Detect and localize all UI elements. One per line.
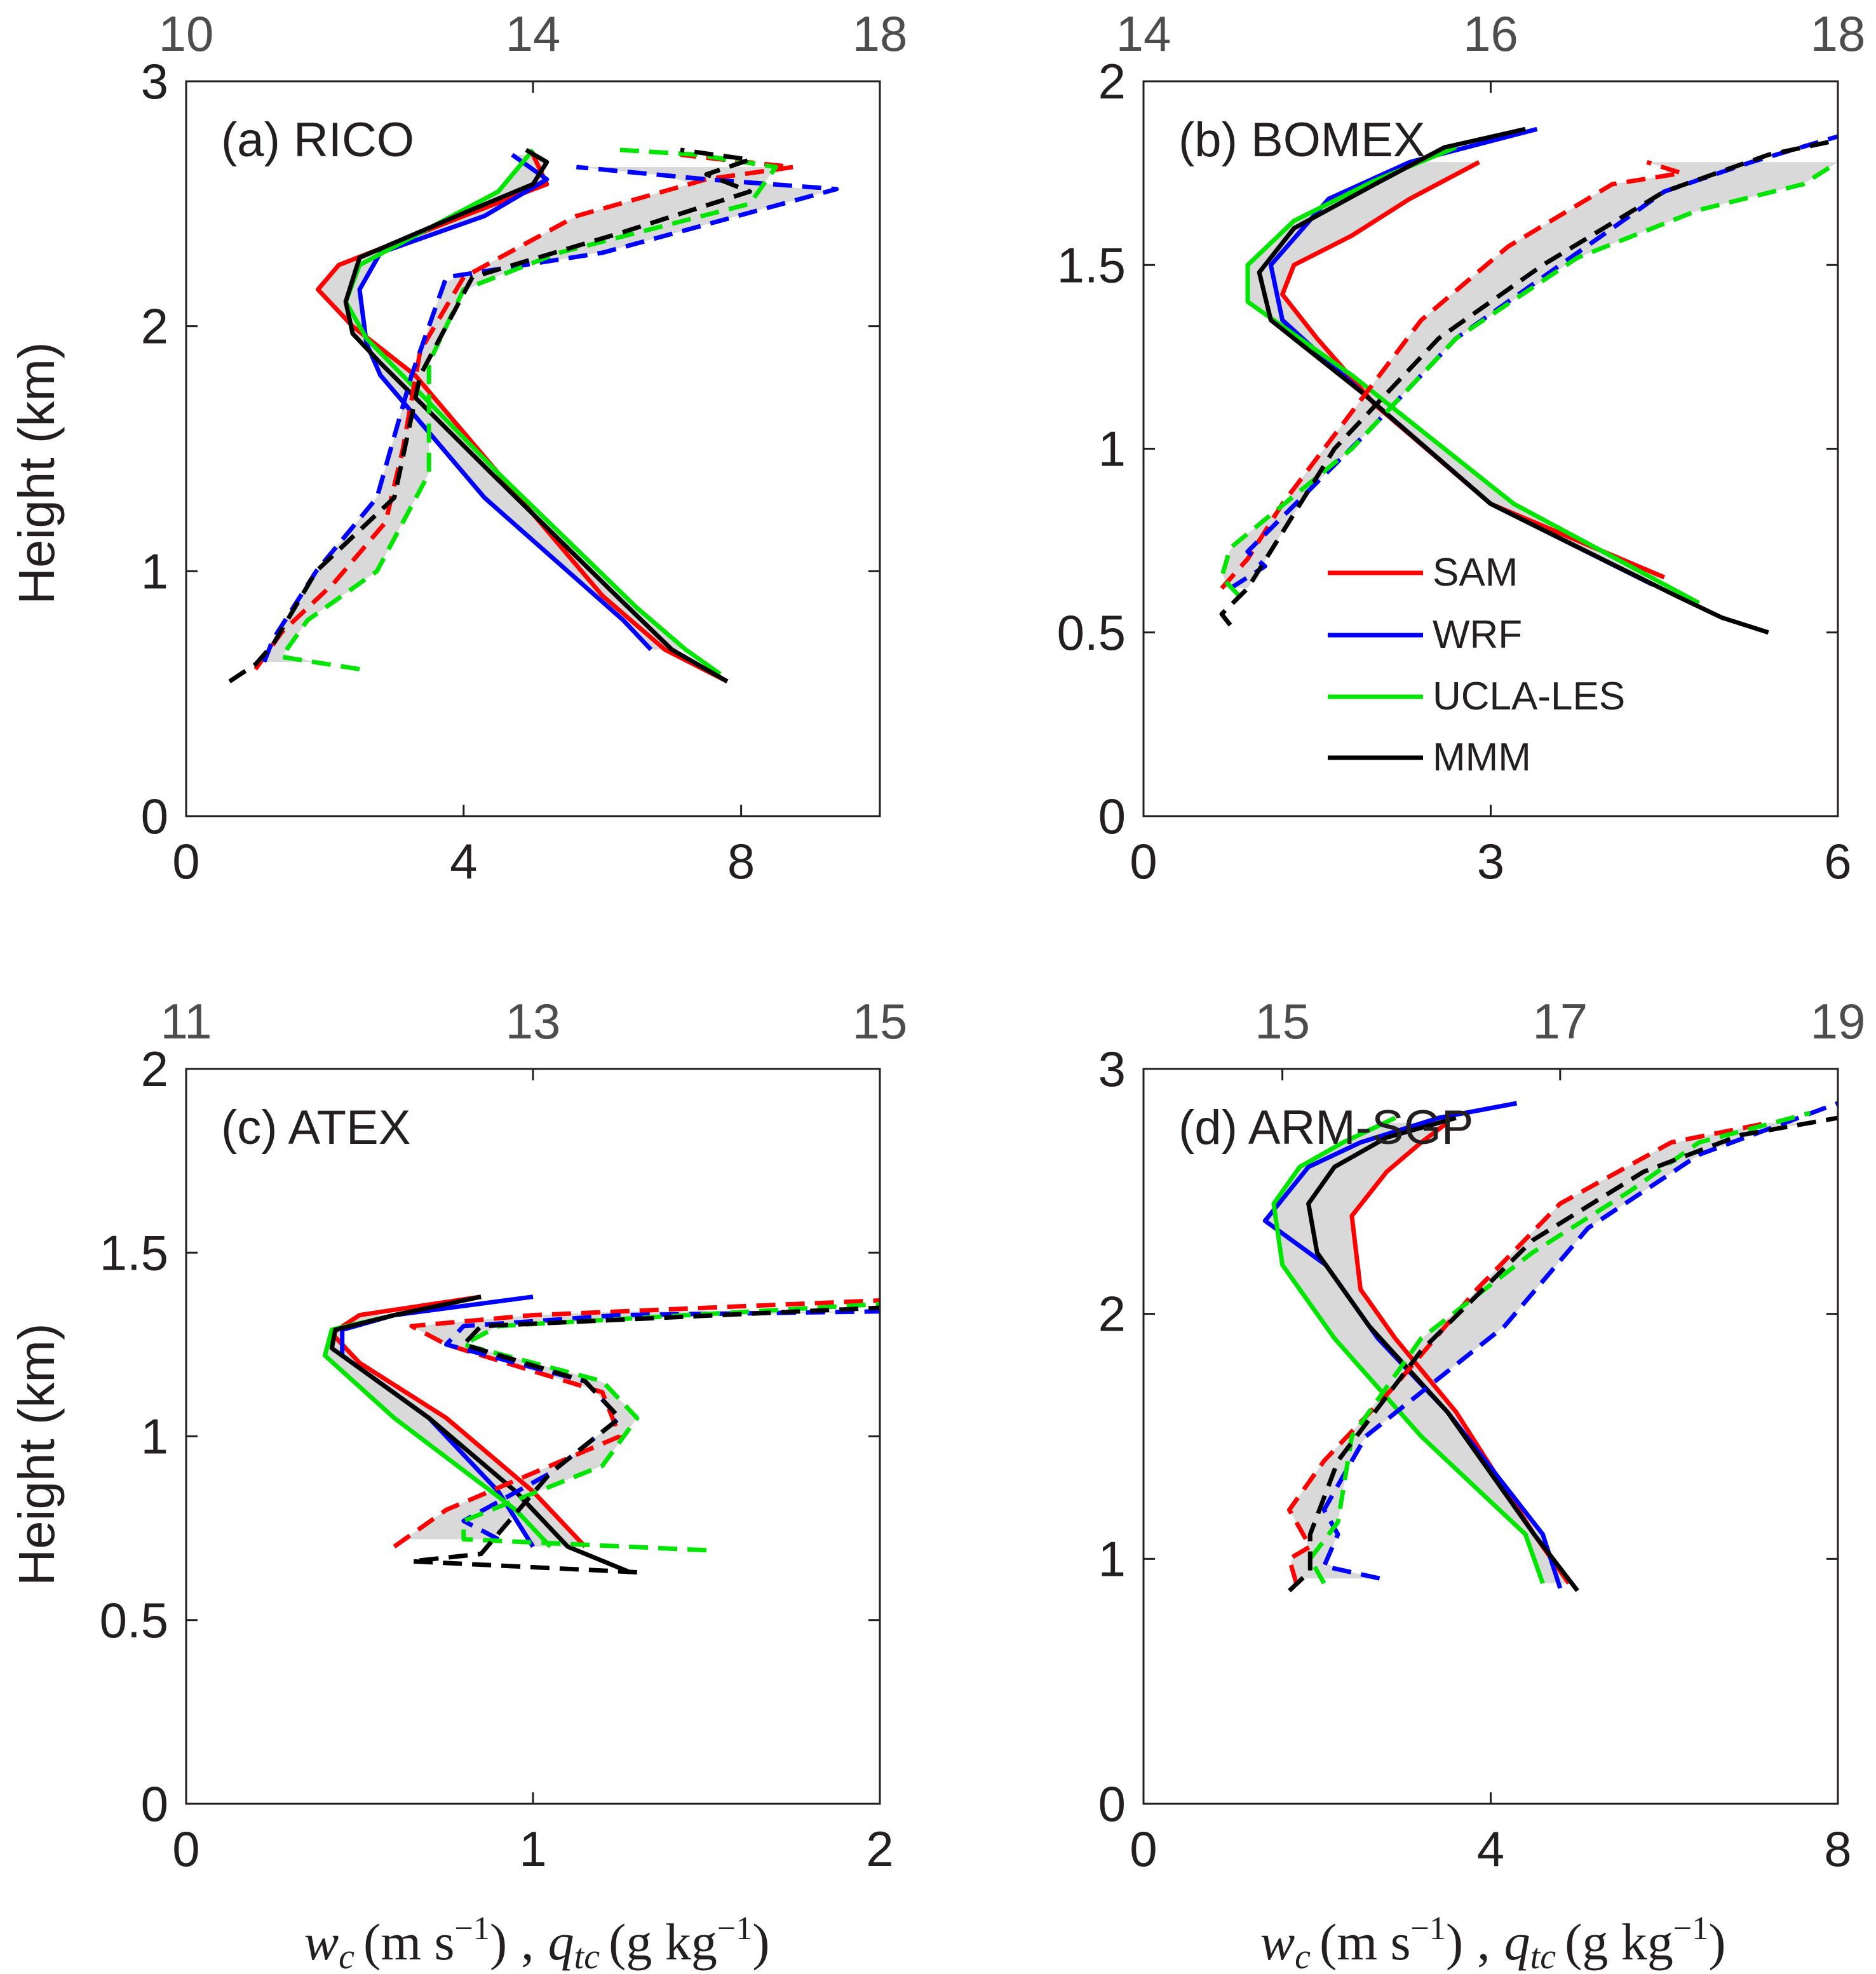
legend-label-wrf: WRF [1433, 613, 1522, 657]
y-tick-label: 0 [141, 1776, 168, 1832]
panel-title: (b) BOMEX [1178, 113, 1426, 167]
y-tick-label: 1 [1098, 1531, 1126, 1587]
x-tick-label-bottom: 0 [1130, 833, 1157, 889]
x-tick-label-bottom: 0 [1130, 1821, 1157, 1877]
y-tick-label: 3 [141, 53, 168, 109]
panel-a-rico: 0 4 8 10 14 18 0 1 2 3 (a) RICO [141, 6, 908, 889]
x-tick-label-bottom: 8 [727, 833, 755, 889]
series-sam-qtc [1287, 1120, 1769, 1584]
x-tick-label-bottom: 4 [450, 833, 477, 889]
panel-title: (a) RICO [221, 113, 414, 167]
y-tick-label: 2 [141, 299, 168, 354]
y-tick-label: 2 [1098, 1286, 1126, 1342]
y-axis-label-bottom: Height (km) [8, 1323, 65, 1585]
x-tick-label-bottom: 3 [1477, 833, 1504, 889]
legend-label-sam: SAM [1433, 551, 1518, 594]
series-wrf-wc [357, 152, 653, 652]
series-ucla-les-qtc [461, 1301, 881, 1553]
plot-frame [1142, 1068, 1839, 1805]
series-sam-qtc [253, 152, 795, 671]
y-tick-label: 1 [141, 543, 168, 599]
spread-bands [257, 154, 827, 662]
y-tick-label: 2 [141, 1041, 168, 1097]
x-tick-label-top: 10 [159, 6, 214, 62]
x-tick-label-bottom: 1 [519, 1821, 546, 1877]
series-sam-qtc [1220, 159, 1684, 590]
series-ucla-les-wc [1245, 145, 1701, 605]
x-tick-label-top: 17 [1532, 993, 1588, 1049]
x-axis-label-left: wc (m s−1), qtc (g kg−1) [304, 1910, 769, 1974]
y-tick-label: 0 [141, 788, 168, 844]
series-wrf-wc [1262, 1101, 1563, 1589]
y-tick-label: 0 [1098, 788, 1126, 844]
x-tick-label-top: 19 [1811, 993, 1866, 1049]
x-tick-label-top: 18 [853, 6, 908, 62]
x-tick-label-top: 14 [1116, 6, 1171, 62]
legend-label-ucla-les: UCLA-LES [1433, 675, 1625, 718]
series-mmm-qtc [409, 1305, 881, 1574]
series-ucla-les-wc [343, 148, 722, 676]
x-tick-label-bottom: 4 [1477, 1821, 1504, 1877]
spread-band-solid [1267, 1122, 1572, 1583]
x-tick-label-bottom: 2 [866, 1821, 893, 1877]
series-mmm-qtc [228, 147, 752, 683]
y-tick-label: 2 [1098, 53, 1126, 109]
series-mmm-wc [1306, 1115, 1579, 1592]
legend-label-mmm: MMM [1433, 735, 1531, 779]
x-tick-label-top: 16 [1463, 6, 1518, 62]
x-tick-label-top: 18 [1811, 6, 1866, 62]
y-tick-label: 1 [1098, 421, 1126, 477]
y-tick-label: 3 [1098, 1041, 1126, 1097]
y-tick-label: 1.5 [100, 1225, 168, 1280]
series-sam-qtc [393, 1298, 881, 1548]
panel-title: (c) ATEX [221, 1101, 410, 1155]
x-tick-label-bottom: 6 [1824, 833, 1851, 889]
y-axis-label-top: Height (km) [8, 342, 65, 604]
series-wrf-qtc [1321, 1101, 1839, 1581]
legend: SAM WRF UCLA-LES MMM [1328, 551, 1625, 779]
plot-frame [185, 1068, 881, 1805]
spread-band-dashed [257, 167, 827, 662]
spread-bands [1222, 162, 1838, 589]
series-ucla-les-qtc [279, 147, 778, 672]
x-tick-label-bottom: 8 [1824, 1821, 1851, 1877]
x-tick-label-bottom: 0 [172, 1821, 199, 1877]
series-mmm-qtc [1219, 138, 1839, 627]
series-mmm-wc [343, 147, 729, 683]
x-tick-label-top: 14 [506, 6, 561, 62]
series-mmm-wc [1257, 126, 1769, 635]
series-ucla-les-wc [1271, 1115, 1545, 1585]
panel-title: (d) ARM-SGP [1178, 1101, 1474, 1155]
x-tick-label-top: 15 [853, 993, 908, 1049]
x-tick-label-top: 13 [506, 993, 561, 1049]
x-tick-label-top: 15 [1255, 993, 1310, 1049]
y-tick-label: 0 [1098, 1776, 1126, 1832]
series-ucla-les-qtc [1307, 1111, 1811, 1585]
x-tick-label-top: 11 [161, 993, 212, 1049]
spread-bands [1267, 1122, 1811, 1583]
x-axis-label-right: wc (m s−1), qtc (g kg−1) [1260, 1910, 1725, 1974]
y-tick-label: 1 [141, 1409, 168, 1465]
x-tick-label-bottom: 0 [172, 833, 199, 889]
y-tick-label: 1.5 [1057, 237, 1126, 293]
series-ucla-les-qtc [1219, 160, 1839, 598]
series-mmm-qtc [1288, 1115, 1839, 1593]
series-sam-wc [1349, 1121, 1571, 1585]
y-tick-label: 0.5 [100, 1592, 168, 1648]
spread-band-dashed [1222, 162, 1838, 589]
y-tick-label: 0.5 [1057, 605, 1126, 661]
series-mmm-wc [329, 1294, 631, 1574]
panel-b-bomex: 0 3 6 14 16 18 0 0.5 1 1.5 2 (b) BOMEX [1057, 6, 1866, 889]
panel-d-arm-sgp: 0 4 8 15 17 19 0 1 2 3 (d) ARM-SGP [1098, 993, 1866, 1877]
